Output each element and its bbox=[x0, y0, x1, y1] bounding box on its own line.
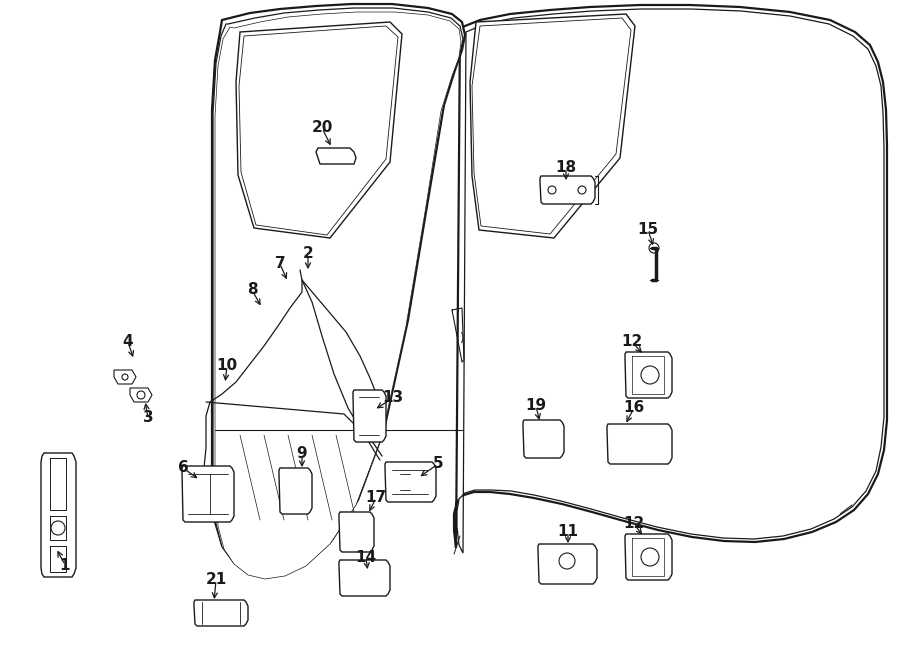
Text: 12: 12 bbox=[621, 334, 643, 350]
Text: 1: 1 bbox=[59, 557, 70, 572]
Text: 17: 17 bbox=[365, 490, 387, 506]
Text: 14: 14 bbox=[356, 551, 376, 566]
Polygon shape bbox=[339, 560, 390, 596]
Polygon shape bbox=[385, 462, 436, 502]
Text: 19: 19 bbox=[526, 399, 546, 414]
Text: 15: 15 bbox=[637, 223, 659, 237]
Text: 6: 6 bbox=[177, 461, 188, 475]
Polygon shape bbox=[194, 600, 248, 626]
Circle shape bbox=[51, 521, 65, 535]
Circle shape bbox=[641, 548, 659, 566]
Text: 10: 10 bbox=[216, 358, 238, 373]
Text: 18: 18 bbox=[555, 161, 577, 176]
Polygon shape bbox=[353, 390, 386, 442]
Polygon shape bbox=[472, 18, 631, 234]
Polygon shape bbox=[239, 26, 398, 235]
Text: 7: 7 bbox=[274, 256, 285, 272]
Polygon shape bbox=[523, 420, 564, 458]
Polygon shape bbox=[457, 9, 884, 553]
Circle shape bbox=[137, 391, 145, 399]
Polygon shape bbox=[114, 370, 136, 384]
Polygon shape bbox=[215, 12, 461, 579]
Text: 20: 20 bbox=[311, 120, 333, 136]
Polygon shape bbox=[470, 14, 635, 238]
Text: 4: 4 bbox=[122, 334, 133, 350]
Polygon shape bbox=[182, 466, 234, 522]
Circle shape bbox=[548, 186, 556, 194]
Polygon shape bbox=[540, 176, 595, 204]
Polygon shape bbox=[316, 148, 356, 164]
Text: 16: 16 bbox=[624, 401, 644, 416]
Text: 8: 8 bbox=[247, 282, 257, 297]
Circle shape bbox=[641, 366, 659, 384]
Text: 13: 13 bbox=[382, 391, 403, 405]
Polygon shape bbox=[625, 534, 672, 580]
Polygon shape bbox=[212, 4, 465, 575]
Polygon shape bbox=[454, 5, 887, 548]
Text: 3: 3 bbox=[143, 410, 153, 426]
Polygon shape bbox=[236, 22, 402, 238]
Polygon shape bbox=[279, 468, 312, 514]
Polygon shape bbox=[607, 424, 672, 464]
Circle shape bbox=[649, 243, 659, 253]
Text: 2: 2 bbox=[302, 247, 313, 262]
Polygon shape bbox=[339, 512, 374, 552]
Circle shape bbox=[559, 553, 575, 569]
Text: 5: 5 bbox=[433, 457, 444, 471]
Circle shape bbox=[578, 186, 586, 194]
Polygon shape bbox=[130, 388, 152, 402]
Text: 9: 9 bbox=[297, 446, 307, 461]
Polygon shape bbox=[41, 453, 76, 577]
Polygon shape bbox=[213, 8, 463, 577]
Circle shape bbox=[122, 374, 128, 380]
Text: 11: 11 bbox=[557, 524, 579, 539]
Text: 12: 12 bbox=[624, 516, 644, 531]
Text: 21: 21 bbox=[205, 572, 227, 588]
Polygon shape bbox=[538, 544, 597, 584]
Polygon shape bbox=[625, 352, 672, 398]
